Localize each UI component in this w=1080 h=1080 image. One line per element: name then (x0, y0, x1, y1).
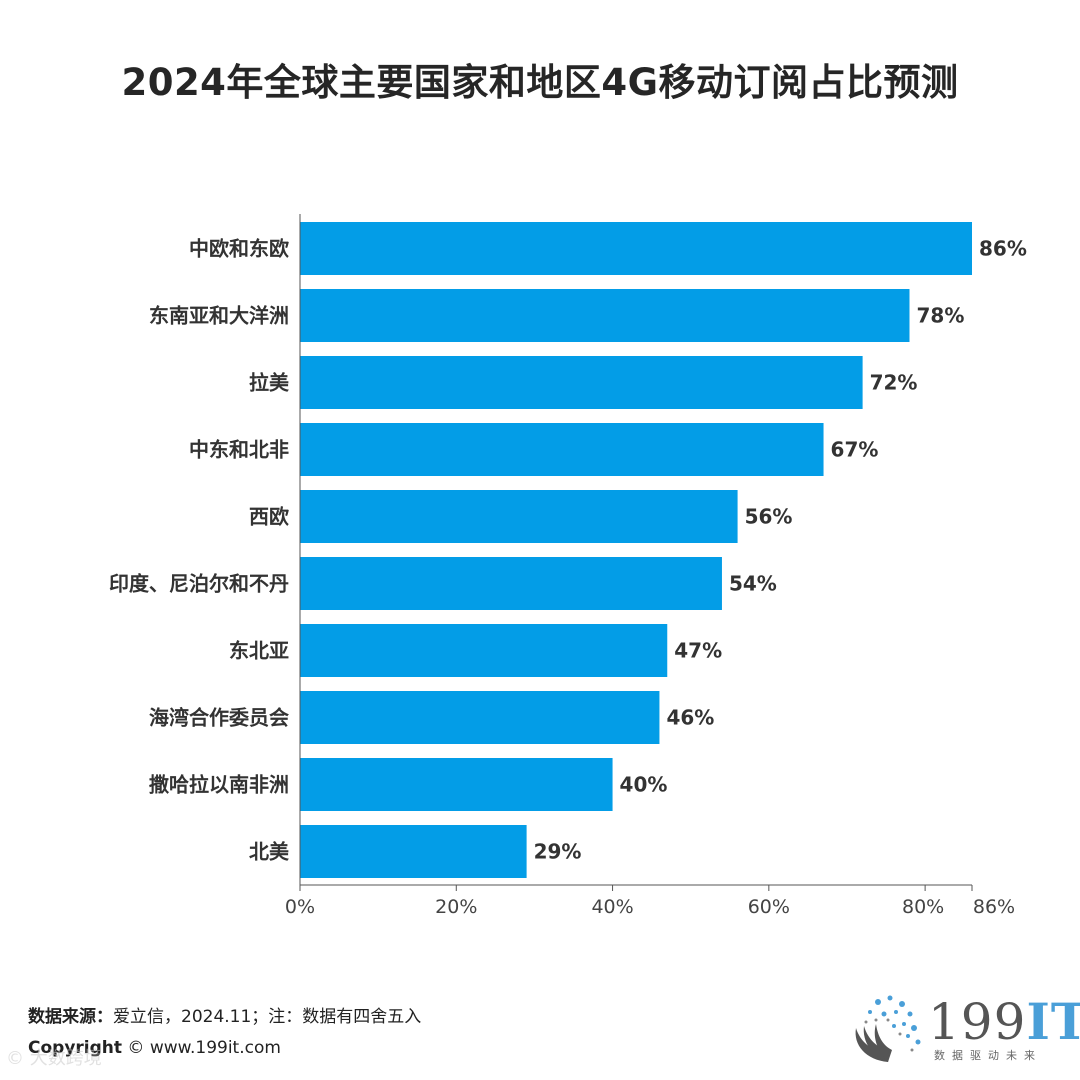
category-label: 北美 (249, 840, 290, 864)
category-label: 印度、尼泊尔和不丹 (109, 572, 289, 596)
data-label: 46% (666, 706, 714, 730)
data-source: 数据来源：爱立信，2024.11；注：数据有四舍五入 (28, 1002, 421, 1027)
chart-title: 2024年全球主要国家和地区4G移动订阅占比预测 (121, 61, 959, 104)
logo: 199IT 数据驱动未来 (848, 990, 1080, 1065)
x-tick-label: 40% (591, 896, 633, 918)
x-tick-label: 86% (973, 896, 1015, 918)
bar (300, 356, 863, 409)
data-label: 78% (916, 304, 964, 328)
data-source-label: 数据来源： (28, 1007, 113, 1027)
watermark: © 大数跨境 (6, 1048, 102, 1069)
bar (300, 289, 910, 342)
logo-text: 199IT (928, 992, 1080, 1051)
bar (300, 557, 722, 610)
category-label: 拉美 (249, 371, 290, 395)
x-tick-label: 0% (285, 896, 315, 918)
data-label: 29% (534, 840, 582, 864)
logo-it: IT (1026, 992, 1080, 1051)
copyright: Copyright © www.199it.com (28, 1038, 281, 1058)
x-tick-label: 80% (902, 896, 944, 918)
data-label: 47% (674, 639, 722, 663)
data-label: 40% (620, 773, 668, 797)
x-tick-label: 20% (435, 896, 477, 918)
x-tick-label: 60% (748, 896, 790, 918)
bar (300, 825, 527, 878)
data-label: 72% (870, 371, 918, 395)
data-label: 86% (979, 237, 1027, 261)
copyright-text: © www.199it.com (127, 1038, 281, 1058)
logo-subtitle: 数据驱动未来 (934, 1049, 1042, 1062)
bar (300, 423, 824, 476)
category-label: 中东和北非 (189, 438, 289, 462)
category-label: 撒哈拉以南非洲 (149, 773, 289, 797)
category-label: 西欧 (249, 505, 289, 529)
logo-number: 199 (928, 993, 1027, 1051)
category-label: 东北亚 (229, 639, 289, 663)
data-label: 67% (831, 438, 879, 462)
bar (300, 691, 660, 744)
category-label: 中欧和东欧 (189, 237, 289, 261)
logo-dots-icon (855, 995, 921, 1062)
bar (300, 758, 613, 811)
bar (300, 624, 668, 677)
category-label: 海湾合作委员会 (149, 706, 289, 730)
data-label: 56% (745, 505, 793, 529)
data-label: 54% (729, 572, 777, 596)
data-source-text: 爱立信，2024.11；注：数据有四舍五入 (113, 1007, 422, 1027)
bar (300, 222, 972, 275)
copyright-label: Copyright (28, 1038, 123, 1058)
bar (300, 490, 738, 543)
category-label: 东南亚和大洋洲 (149, 304, 289, 328)
